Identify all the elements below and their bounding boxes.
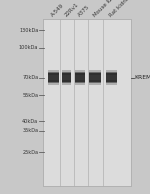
Bar [48,70,59,73]
Text: 22Rv1: 22Rv1 [64,2,80,18]
Text: 35kDa: 35kDa [22,128,38,133]
Bar [89,72,101,75]
Text: 40kDa: 40kDa [22,119,38,124]
Bar [62,72,71,75]
Bar [48,73,59,82]
Text: 130kDa: 130kDa [19,28,38,33]
Bar [75,73,85,82]
Bar [89,73,101,82]
Bar [48,72,59,75]
Bar [106,70,117,73]
Text: KREMEN1: KREMEN1 [134,75,150,80]
Bar [75,72,85,75]
Text: Mouse lung: Mouse lung [92,0,118,18]
Text: A375: A375 [77,4,91,18]
Bar [62,70,71,73]
Text: 100kDa: 100kDa [19,45,38,50]
Bar [62,73,71,82]
Text: Rat kidney: Rat kidney [109,0,133,18]
Bar [62,82,71,85]
Bar [106,73,117,82]
Bar [89,82,101,85]
Bar [43,19,130,186]
Bar [48,80,59,83]
Bar [89,80,101,83]
Bar [48,82,59,85]
Text: A-549: A-549 [50,3,65,18]
Bar [89,70,101,73]
Bar [75,80,85,83]
Bar [62,80,71,83]
Text: 55kDa: 55kDa [22,93,38,98]
Bar [106,82,117,85]
Bar [106,80,117,83]
Bar [106,72,117,75]
Bar [75,70,85,73]
Text: 25kDa: 25kDa [22,150,38,155]
Text: 70kDa: 70kDa [22,75,38,80]
Bar [75,82,85,85]
